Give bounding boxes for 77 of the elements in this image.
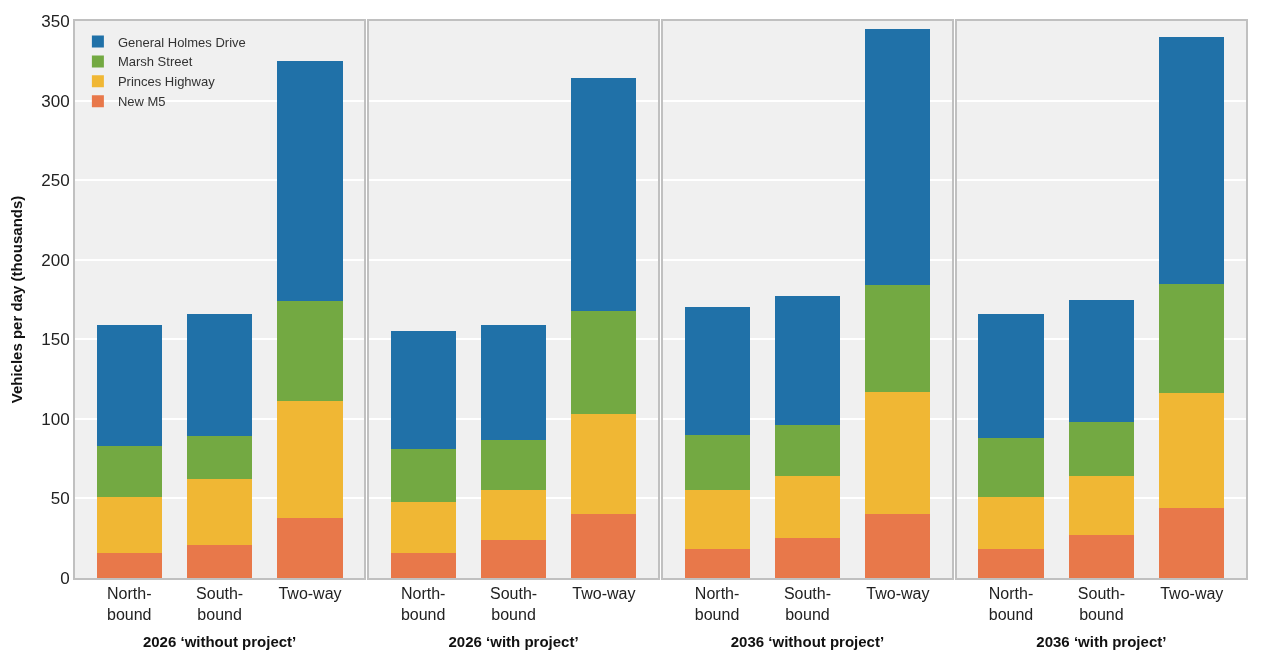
x-tick-label: North- bound [988, 585, 1034, 623]
x-tick-label: Two-way [866, 585, 930, 603]
bar [978, 496, 1044, 550]
y-tick-label: 0 [60, 568, 70, 588]
bar [1068, 299, 1134, 423]
bar [865, 391, 931, 515]
x-axis-title: 2026 ‘without project’ [142, 632, 297, 650]
bar [390, 501, 456, 553]
x-tick-label: North- bound [106, 585, 152, 623]
bar [1159, 393, 1225, 508]
y-tick-label: 300 [41, 91, 70, 111]
y-tick-label: 350 [41, 11, 70, 31]
bar [684, 549, 750, 578]
bar [1159, 283, 1225, 394]
bar [1159, 36, 1225, 284]
bar [481, 539, 547, 578]
bar [187, 436, 253, 480]
y-axis-title: Vehicles per day (thousands) [7, 195, 25, 404]
bar [684, 490, 750, 550]
bar [865, 514, 931, 578]
bar [774, 425, 840, 477]
bar [187, 313, 253, 437]
x-tick-label: South- bound [783, 585, 832, 623]
bar [390, 331, 456, 450]
x-tick-label: Two-way [572, 585, 636, 603]
bar [1159, 507, 1225, 578]
bar [978, 549, 1044, 578]
x-tick-label: North- bound [400, 585, 446, 623]
bar [865, 28, 931, 286]
bar [571, 78, 637, 311]
bar [865, 285, 931, 392]
x-tick-label: Two-way [1160, 585, 1224, 603]
bar [481, 490, 547, 540]
bar [774, 296, 840, 426]
x-axis-title: 2026 ‘with project’ [448, 632, 579, 650]
bar [481, 324, 547, 440]
bar [96, 445, 162, 497]
legend-label: General Holmes Drive [117, 34, 246, 50]
y-tick-label: 50 [50, 489, 70, 509]
bar [571, 414, 637, 515]
bar [187, 544, 253, 578]
y-tick-label: 150 [41, 330, 70, 350]
bar [1068, 422, 1134, 477]
bar [978, 313, 1044, 438]
bar [96, 496, 162, 553]
bar [684, 307, 750, 435]
bar [277, 517, 343, 578]
y-tick-label: 200 [41, 250, 70, 270]
bar [774, 538, 840, 578]
bar [390, 552, 456, 578]
legend-label: New M5 [117, 94, 166, 110]
legend-label: Princes Highway [117, 74, 216, 90]
x-tick-label: South- bound [1077, 585, 1125, 623]
bar [96, 552, 162, 578]
bar [1068, 535, 1134, 578]
legend-label: Marsh Street [117, 54, 193, 70]
bar [1068, 476, 1134, 536]
y-tick-label: 100 [41, 409, 70, 429]
x-axis-title: 2036 ‘with project’ [1036, 632, 1167, 650]
x-tick-label: South- bound [196, 585, 244, 623]
bar [571, 310, 637, 415]
bar [978, 437, 1044, 497]
x-tick-label: Two-way [278, 585, 342, 603]
bar [481, 439, 547, 491]
bar [774, 476, 840, 539]
bar [571, 514, 637, 578]
y-tick-label: 250 [41, 171, 70, 191]
bar [684, 434, 750, 491]
bar [277, 301, 343, 402]
bar [277, 401, 343, 518]
bar [390, 449, 456, 502]
x-axis-title: 2036 ‘without project’ [730, 632, 885, 650]
bar [187, 479, 253, 545]
x-tick-label: South- bound [489, 585, 538, 623]
bar [277, 60, 343, 302]
x-tick-label: North- bound [694, 585, 740, 623]
bar [96, 324, 162, 446]
